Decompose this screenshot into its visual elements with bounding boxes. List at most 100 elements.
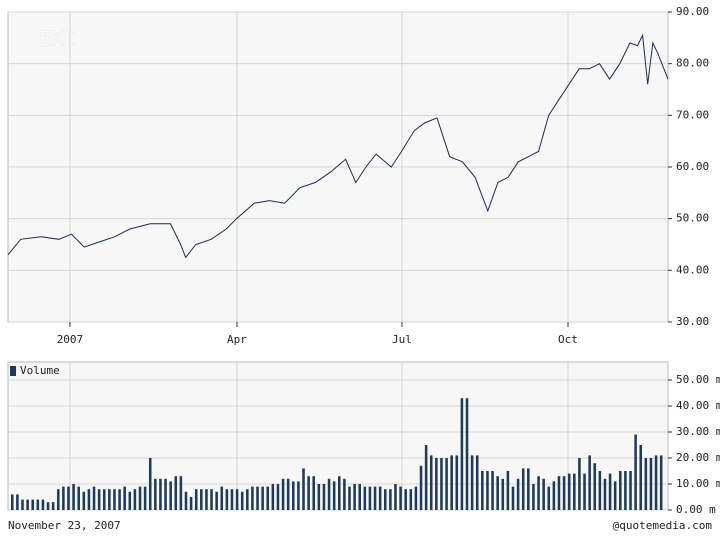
volume-bar xyxy=(373,486,377,510)
volume-bar xyxy=(210,489,213,510)
chart-title: EXC xyxy=(40,27,76,51)
volume-bar xyxy=(506,471,510,510)
volume-bar xyxy=(363,486,367,510)
volume-bar xyxy=(164,478,167,510)
volume-bar xyxy=(179,476,183,510)
volume-bar xyxy=(97,489,101,510)
volume-bar xyxy=(67,486,70,510)
volume-bar xyxy=(419,465,423,510)
volume-bar xyxy=(36,499,40,510)
y-tick-label: 0.00 m xyxy=(676,503,716,516)
volume-bar xyxy=(235,489,239,510)
volume-bar xyxy=(317,484,321,510)
volume-bar xyxy=(194,489,198,510)
volume-bar xyxy=(598,471,602,510)
volume-bar xyxy=(148,458,152,510)
volume-bar xyxy=(230,489,234,510)
volume-bar xyxy=(123,486,126,510)
volume-bar xyxy=(644,458,648,510)
volume-bar xyxy=(11,494,14,510)
y-tick-label: 10.00 m xyxy=(676,477,720,490)
volume-bar xyxy=(573,473,576,510)
volume-bar xyxy=(338,476,341,510)
volume-bar xyxy=(21,499,24,510)
volume-bar xyxy=(532,484,535,510)
volume-bar xyxy=(292,481,295,510)
volume-bar xyxy=(200,489,203,510)
y-tick-label: 90.00 xyxy=(676,5,709,18)
volume-bar xyxy=(455,455,459,510)
volume-bar xyxy=(46,502,50,510)
volume-bar xyxy=(583,473,586,510)
volume-bar xyxy=(475,455,479,510)
volume-bar xyxy=(511,486,515,510)
volume-bar xyxy=(271,484,275,510)
volume-bar xyxy=(327,478,331,510)
volume-bar xyxy=(16,494,19,510)
y-tick-label: 30.00 xyxy=(676,315,709,328)
y-tick-label: 50.00 m xyxy=(676,373,720,386)
volume-bar xyxy=(547,486,551,510)
volume-bar xyxy=(72,484,75,510)
volume-bar xyxy=(51,502,55,510)
volume-bar xyxy=(378,486,382,510)
volume-bar xyxy=(108,489,111,510)
volume-bar xyxy=(389,489,392,510)
y-tick-label: 70.00 xyxy=(676,108,709,121)
volume-bar xyxy=(465,398,469,510)
volume-bar xyxy=(87,489,91,510)
volume-bar xyxy=(266,486,270,510)
volume-bar xyxy=(654,455,658,510)
volume-bar xyxy=(639,445,643,510)
volume-bar xyxy=(567,473,571,510)
volume-bar xyxy=(77,486,80,510)
volume-bar xyxy=(184,491,188,510)
volume-bar xyxy=(562,476,566,510)
volume-bar xyxy=(486,471,489,510)
y-tick-label: 50.00 xyxy=(676,212,709,225)
volume-bar xyxy=(56,489,60,510)
volume-bar xyxy=(138,486,142,510)
volume-bar xyxy=(113,489,116,510)
volume-bar xyxy=(281,478,285,510)
volume-bar xyxy=(102,489,106,510)
volume-bar xyxy=(215,491,218,510)
price-line xyxy=(7,33,669,259)
volume-bar xyxy=(159,478,162,510)
volume-bar xyxy=(414,486,418,510)
volume-bar xyxy=(429,455,433,510)
y-tick-label: 40.00 m xyxy=(676,399,720,412)
volume-bar xyxy=(92,486,96,510)
volume-bar xyxy=(624,471,627,510)
y-tick-label: 40.00 xyxy=(676,263,709,276)
volume-bar xyxy=(603,478,607,510)
volume-bar xyxy=(470,455,474,510)
volume-bar xyxy=(358,484,361,510)
volume-bar xyxy=(593,463,597,510)
volume-bar xyxy=(256,486,259,510)
volume-bar xyxy=(240,491,244,510)
legend-label: Volume xyxy=(20,364,60,377)
volume-bar xyxy=(634,434,637,510)
volume-bar xyxy=(557,476,561,510)
volume-bar xyxy=(82,491,86,510)
volume-bar xyxy=(307,476,310,510)
volume-bar xyxy=(154,478,157,510)
volume-bar xyxy=(399,486,402,510)
volume-bar xyxy=(608,473,612,510)
volume-bar xyxy=(322,484,326,510)
volume-bar xyxy=(435,458,438,510)
volume-bar xyxy=(251,486,254,510)
volume-bar xyxy=(588,455,591,510)
volume-bar xyxy=(31,499,34,510)
volume-bar xyxy=(521,468,525,510)
x-tick-label: Apr xyxy=(227,333,247,346)
volume-bar xyxy=(205,489,208,510)
volume-bar xyxy=(659,455,663,510)
y-tick-label: 30.00 m xyxy=(676,425,720,438)
volume-bar xyxy=(261,486,264,510)
volume-bar xyxy=(225,489,229,510)
volume-bar xyxy=(578,458,581,510)
volume-bar xyxy=(537,476,540,510)
